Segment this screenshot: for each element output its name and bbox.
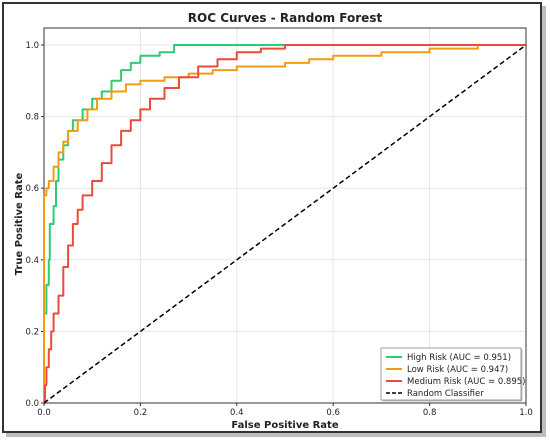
plot-area [43,27,527,404]
axes: 0.0 0.2 0.4 0.6 0.8 1.0 0.0 0.2 0.4 0.6 0.8 1.0 [25,27,533,418]
series-line-2 [44,44,526,404]
legend-box [380,347,522,401]
series-line-3 [43,44,527,404]
series-line-1 [43,44,526,403]
grid [43,28,527,404]
y-axis-title: True Positive Rate [14,172,25,275]
x-tick-label: 0.2 [134,408,148,418]
y-tick-label: 0.2 [25,327,39,337]
legend-label: Medium Risk (AUC = 0.895) [407,377,525,387]
x-tick-label: 0.0 [37,408,51,418]
x-tick-label: 0.4 [230,408,244,418]
x-axis-title: False Positive Rate [231,420,338,431]
legend-label: Random Classifier [407,389,484,399]
y-tick-label: 0.6 [25,184,39,194]
series-lines [43,44,527,404]
legend-label: High Risk (AUC = 0.951) [407,353,511,363]
x-tick-label: 0.8 [423,408,437,418]
y-tick-label: 0.4 [25,256,39,266]
y-tick-label: 1.0 [25,41,39,51]
legend-label: Low Risk (AUC = 0.947) [407,365,508,375]
y-tick-label: 0.8 [25,113,39,123]
chart-title: ROC Curves - Random Forest [188,11,383,25]
x-tick-label: 0.6 [326,408,340,418]
legend: High Risk (AUC = 0.951) Low Risk (AUC = 0… [380,347,525,402]
y-tick-label: 0.0 [25,399,39,409]
x-tick-label: 1.0 [519,408,533,418]
series-line-0 [43,44,526,403]
